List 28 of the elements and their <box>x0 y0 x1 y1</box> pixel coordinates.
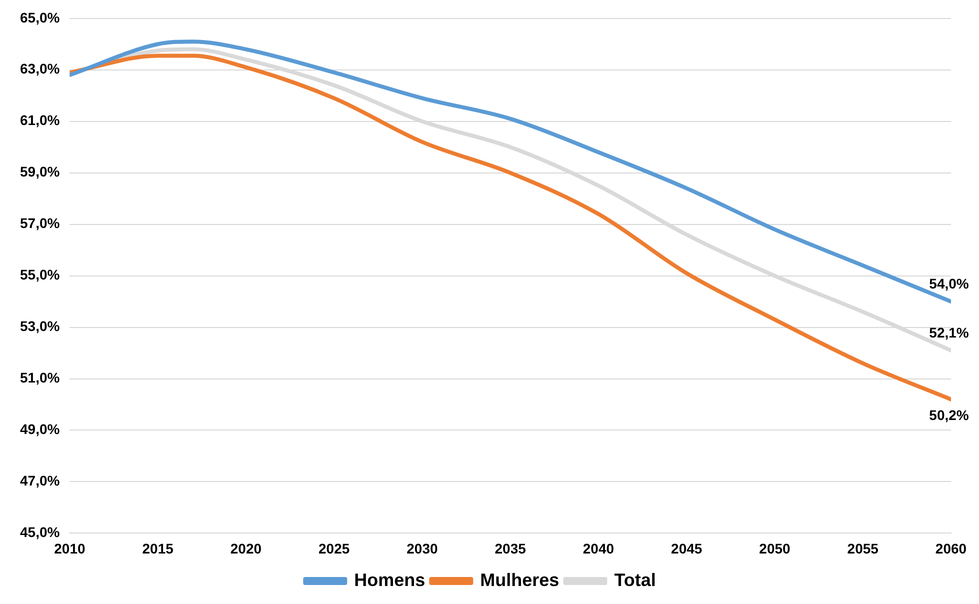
legend-label: Homens <box>354 570 426 590</box>
legend-label: Mulheres <box>480 570 560 590</box>
y-tick-label: 53,0% <box>20 318 60 334</box>
y-tick-label: 65,0% <box>20 9 60 26</box>
x-tick-label: 2025 <box>318 540 350 556</box>
x-tick-label: 2050 <box>759 540 791 556</box>
x-tick-label: 2035 <box>494 540 526 556</box>
x-tick-label: 2045 <box>671 540 702 556</box>
y-tick-label: 45,0% <box>20 524 60 540</box>
data-label: 54,0% <box>929 275 970 292</box>
x-tick-label: 2030 <box>406 540 438 556</box>
y-tick-label: 55,0% <box>20 266 60 283</box>
x-tick-label: 2040 <box>582 540 614 556</box>
y-tick-label: 47,0% <box>20 472 60 489</box>
y-tick-label: 51,0% <box>20 370 60 386</box>
x-tick-label: 2060 <box>935 540 967 556</box>
y-tick-label: 57,0% <box>20 215 60 232</box>
y-tick-label: 59,0% <box>20 164 60 180</box>
x-tick-label: 2015 <box>142 540 174 556</box>
data-label: 50,2% <box>929 407 970 424</box>
x-tick-label: 2055 <box>847 540 879 556</box>
x-tick-label: 2010 <box>54 540 86 556</box>
x-tick-label: 2020 <box>230 540 262 556</box>
data-label: 52,1% <box>929 324 970 340</box>
y-tick-label: 63,0% <box>20 60 60 77</box>
legend-label: Total <box>614 570 656 590</box>
y-tick-label: 49,0% <box>20 421 60 438</box>
y-tick-label: 61,0% <box>20 112 60 128</box>
